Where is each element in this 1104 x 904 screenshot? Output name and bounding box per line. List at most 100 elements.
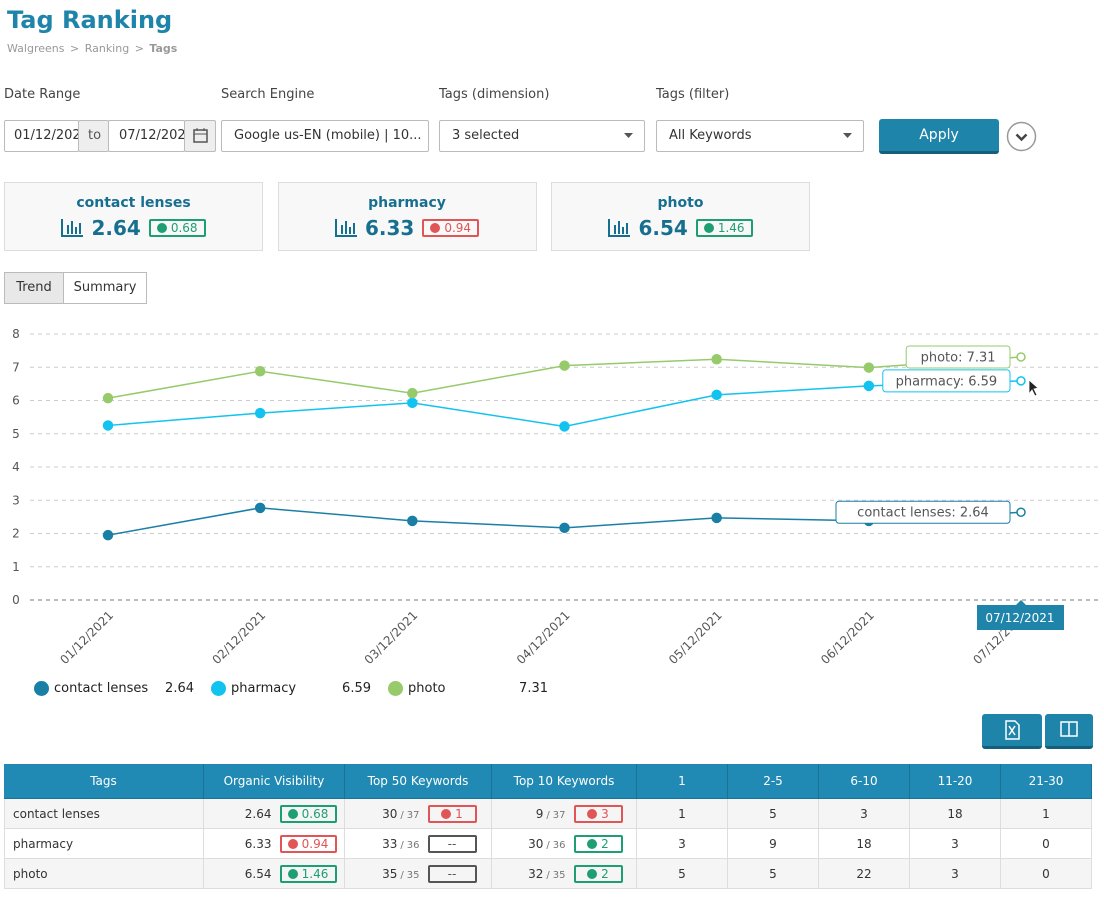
rank-cell: 5 — [728, 799, 819, 829]
rank-count: 1 — [678, 806, 686, 821]
data-point — [559, 522, 570, 534]
top50-cell: 30/37 1 — [345, 799, 492, 829]
change-arrow-icon — [287, 868, 298, 879]
change-value: 3 — [601, 806, 609, 821]
top50-cell: 35/35 -- — [345, 859, 492, 889]
rank-count: 22 — [856, 866, 872, 881]
tag-cell: pharmacy — [4, 829, 204, 859]
data-point — [559, 360, 570, 371]
table-header: Organic Visibility — [204, 764, 345, 799]
legend-label: photo — [408, 681, 446, 696]
bars-icon-bar — [614, 225, 617, 234]
legend-label: pharmacy — [231, 681, 297, 696]
x-tick-label: 04/12/2021 — [514, 608, 573, 667]
change-value: 1 — [455, 806, 463, 821]
card-title: contact lenses — [76, 195, 191, 211]
rank-cell: 1 — [1001, 799, 1092, 829]
rank-count: 0 — [1042, 836, 1050, 851]
crumb[interactable]: Ranking — [84, 42, 130, 55]
bars-icon-bar — [71, 221, 74, 234]
tag-cell: contact lenses — [4, 799, 204, 829]
rank-count: 18 — [856, 836, 872, 851]
columns-icon — [1060, 721, 1078, 737]
change-badge: 1 — [427, 804, 477, 823]
table-header: 11-20 — [910, 764, 1001, 799]
visibility-value: 6.54 — [244, 866, 272, 881]
rank-count: 5 — [769, 866, 777, 881]
start-date[interactable]: 01/12/202 — [4, 120, 79, 152]
select-value: All Keywords — [669, 128, 752, 143]
date-joiner: to — [78, 120, 109, 152]
data-point — [711, 389, 722, 401]
search-engine-select[interactable]: Google us-EN (mobile) | 10... — [221, 120, 429, 152]
change-arrow-icon — [441, 808, 452, 819]
apply-button[interactable]: Apply — [879, 119, 999, 154]
visibility-cell: 6.33 0.94 — [204, 829, 345, 859]
expand-button[interactable] — [1006, 121, 1037, 152]
data-point — [102, 420, 114, 431]
y-tick-label: 5 — [12, 427, 20, 441]
change-value: 1.46 — [301, 866, 329, 881]
bars-icon-bar — [622, 227, 625, 234]
x-tick-label: 05/12/2021 — [666, 608, 725, 667]
calendar-button[interactable] — [184, 120, 216, 152]
legend-label: contact lenses — [54, 681, 149, 696]
bars-icon — [334, 219, 357, 237]
data-point — [711, 354, 722, 365]
y-tick-label: 2 — [12, 527, 20, 541]
crumb[interactable]: Walgreens — [7, 42, 65, 55]
rank-count: 3 — [951, 836, 959, 851]
rank-cell: 9 — [728, 829, 819, 859]
change-badge: -- — [427, 864, 477, 883]
x-tick-label: 06/12/2021 — [818, 608, 877, 667]
fraction-count: 33 — [382, 836, 398, 851]
columns-button[interactable] — [1045, 714, 1093, 749]
export-excel-button[interactable] — [982, 714, 1042, 749]
rank-count: 3 — [951, 866, 959, 881]
data-point — [863, 362, 875, 373]
card-value: 6.54 — [638, 216, 688, 240]
rank-cell: 0 — [1001, 859, 1092, 889]
end-date[interactable]: 07/12/202 — [108, 120, 185, 152]
data-point — [711, 512, 722, 524]
tab-active[interactable]: Trend — [4, 272, 64, 304]
tag-name: photo — [13, 866, 48, 881]
tag-cell: photo — [4, 859, 204, 889]
rank-count: 5 — [678, 866, 686, 881]
tags-dimension-select[interactable]: 3 selected — [439, 120, 645, 152]
data-point — [407, 515, 418, 527]
bars-icon-bar — [67, 225, 70, 234]
y-tick-label: 3 — [12, 493, 20, 507]
visibility-value: 2.64 — [244, 806, 272, 821]
fraction: 35/35 — [360, 867, 419, 881]
change-value: 1.46 — [717, 221, 745, 235]
visibility-cell: 2.64 0.68 — [204, 799, 345, 829]
change-value: 0.94 — [444, 221, 472, 235]
fraction-separator: / — [400, 869, 404, 881]
y-tick-label: 0 — [12, 593, 20, 607]
table-header: 2-5 — [728, 764, 819, 799]
bars-icon-bar — [340, 225, 343, 234]
fraction: 33/36 — [360, 836, 419, 851]
chart: 0 1 2 3 4 5 6 7 8 01/12/2021 02/12/2021 03/12/2021 0… — [12, 327, 1098, 667]
rank-cell: 1 — [637, 799, 728, 829]
tab[interactable]: Summary — [63, 272, 147, 304]
tags-filter-select[interactable]: All Keywords — [656, 120, 864, 152]
data-point — [254, 502, 266, 514]
x-tick-label: 03/12/2021 — [362, 608, 421, 667]
rank-cell: 18 — [910, 799, 1001, 829]
card-title: photo — [657, 195, 704, 211]
separator: > — [134, 42, 144, 55]
visibility-value: 6.33 — [244, 836, 272, 851]
y-tick-label: 8 — [12, 327, 20, 341]
rank-count: 1 — [1042, 806, 1050, 821]
table-header: Tags — [4, 764, 204, 799]
card-value: 2.64 — [91, 216, 141, 240]
y-tick-label: 6 — [12, 394, 20, 408]
data-point — [407, 397, 418, 409]
y-tick-label: 1 — [12, 560, 20, 574]
bars-icon — [61, 219, 84, 237]
fraction: 30/36 — [506, 837, 565, 851]
tag-card: photo 6.54 1.46 — [551, 182, 810, 251]
bars-icon-bar — [344, 221, 347, 234]
